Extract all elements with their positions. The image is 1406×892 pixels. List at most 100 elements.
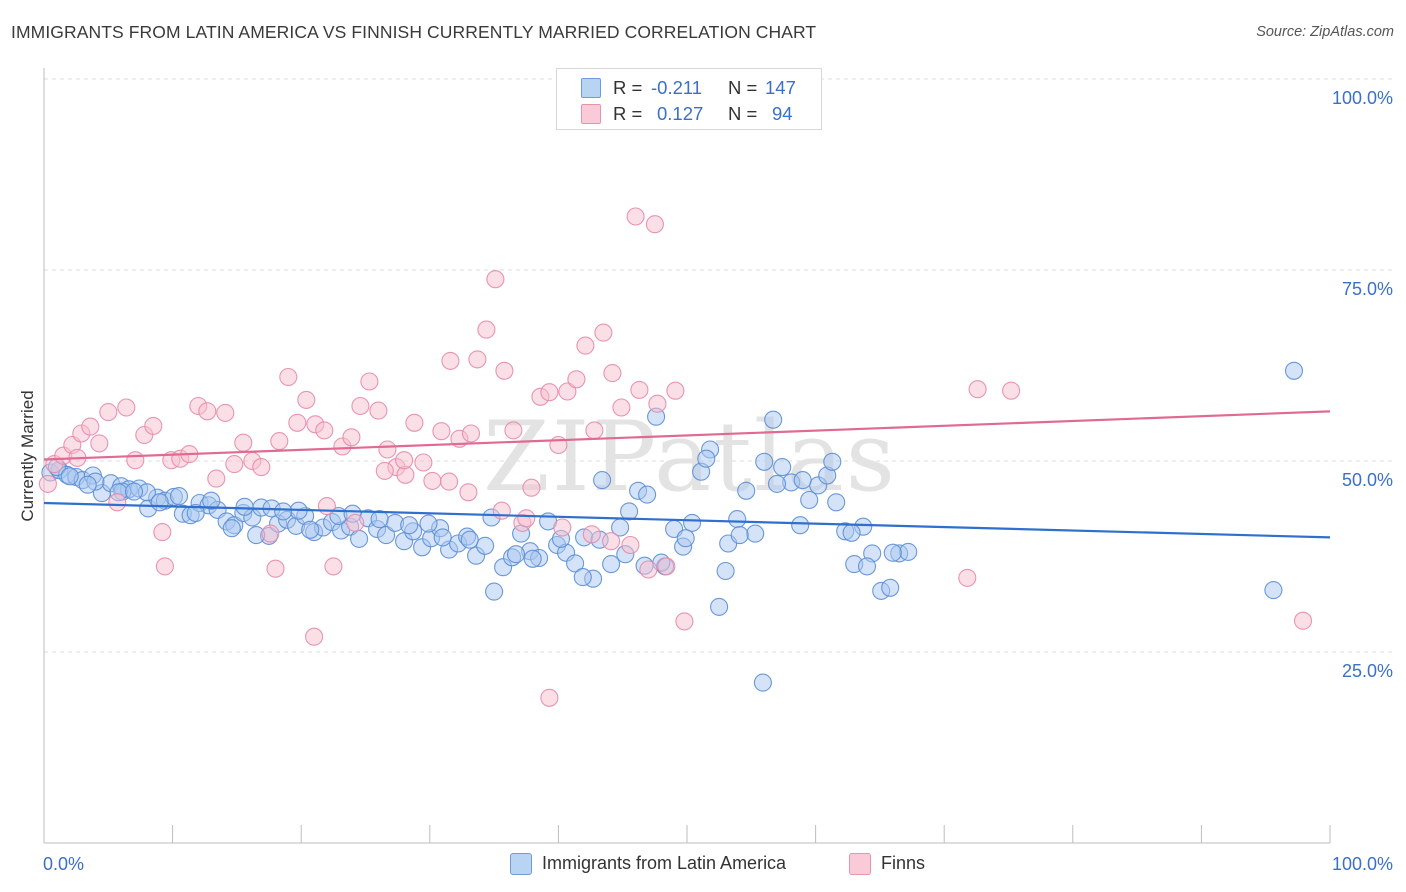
- data-point: [440, 472, 459, 491]
- n-label: N =: [728, 77, 758, 98]
- data-point: [657, 557, 676, 576]
- data-point: [567, 370, 586, 389]
- data-point: [823, 452, 842, 471]
- data-point: [460, 530, 479, 549]
- r-label: R =: [613, 103, 643, 124]
- series-finns-points: [38, 207, 1313, 707]
- data-point: [90, 434, 109, 453]
- data-point: [666, 381, 685, 400]
- data-point: [675, 612, 694, 631]
- data-point: [375, 461, 394, 480]
- data-point: [730, 526, 749, 545]
- data-point: [81, 417, 100, 436]
- chart-title: IMMIGRANTS FROM LATIN AMERICA VS FINNISH…: [11, 22, 817, 42]
- tick-labels: 100.0% 75.0% 50.0% 25.0% 0.0% 100.0%: [43, 88, 1393, 874]
- data-point: [266, 559, 285, 578]
- data-point: [377, 526, 396, 545]
- data-point: [639, 560, 658, 579]
- data-point: [369, 401, 388, 420]
- data-point: [476, 536, 495, 555]
- correlation-legend: R = -0.211 N = 147 R = 0.127 N = 94: [556, 68, 822, 130]
- trend-lines: [43, 410, 1331, 539]
- data-point: [621, 535, 640, 555]
- y-tick-label: 25.0%: [1342, 661, 1393, 681]
- data-point: [540, 383, 559, 402]
- data-point: [857, 557, 877, 576]
- data-point: [346, 513, 365, 532]
- data-point: [800, 490, 819, 510]
- data-point: [198, 402, 217, 421]
- data-point: [881, 578, 900, 597]
- data-point: [207, 469, 226, 488]
- data-point: [753, 673, 772, 692]
- data-point: [99, 403, 118, 422]
- data-point: [144, 416, 163, 435]
- data-point: [1293, 611, 1313, 630]
- data-point: [477, 320, 496, 339]
- x-tick-label: 100.0%: [1332, 854, 1393, 874]
- data-point: [1002, 381, 1021, 400]
- y-tick-label: 50.0%: [1342, 470, 1393, 490]
- data-point: [274, 502, 293, 521]
- data-point: [540, 688, 559, 707]
- data-point: [378, 440, 397, 459]
- r-value: 0.127: [657, 103, 704, 124]
- data-point: [324, 557, 343, 576]
- data-point: [202, 491, 221, 510]
- data-point: [1264, 581, 1283, 600]
- data-point: [222, 519, 241, 538]
- data-point: [108, 493, 127, 512]
- data-point: [126, 451, 145, 470]
- data-point: [261, 524, 280, 543]
- data-point: [793, 471, 812, 490]
- data-point: [620, 502, 639, 521]
- data-point: [755, 452, 774, 471]
- data-point: [523, 549, 542, 568]
- data-point: [683, 513, 702, 532]
- data-point: [315, 421, 334, 440]
- data-point: [566, 554, 585, 573]
- data-point: [827, 493, 846, 512]
- data-point: [395, 451, 414, 470]
- data-point: [728, 510, 747, 529]
- legend-swatch-pink: [849, 853, 871, 875]
- data-point: [899, 542, 918, 561]
- data-point: [351, 396, 370, 416]
- data-point: [697, 449, 716, 468]
- data-point: [767, 474, 787, 493]
- data-point: [468, 350, 487, 369]
- data-point: [270, 432, 289, 451]
- data-point: [638, 485, 657, 504]
- data-point: [958, 568, 977, 587]
- data-point: [576, 336, 595, 355]
- data-point: [626, 207, 645, 226]
- data-point: [842, 523, 861, 542]
- data-point: [773, 458, 792, 477]
- data-point: [522, 478, 541, 497]
- y-axis-label: Currently Married: [18, 390, 37, 522]
- data-point: [594, 323, 613, 342]
- data-point: [459, 483, 478, 502]
- data-point: [117, 398, 136, 417]
- trend-line-finns: [43, 410, 1331, 461]
- r-value: -0.211: [651, 77, 703, 98]
- data-point: [710, 597, 729, 616]
- data-point: [124, 482, 144, 501]
- data-point: [60, 467, 79, 486]
- data-point: [419, 514, 438, 533]
- y-tick-label: 75.0%: [1342, 279, 1393, 299]
- data-point: [400, 516, 419, 535]
- data-point: [630, 380, 649, 399]
- data-point: [235, 497, 254, 516]
- data-point: [883, 543, 902, 562]
- n-value: 147: [765, 77, 796, 98]
- data-point: [414, 453, 433, 472]
- data-point: [602, 555, 621, 574]
- data-point: [461, 424, 481, 443]
- data-point: [506, 545, 526, 564]
- data-point: [968, 380, 987, 399]
- data-point: [169, 487, 189, 506]
- legend-swatch-blue: [510, 853, 532, 875]
- data-point: [645, 215, 664, 234]
